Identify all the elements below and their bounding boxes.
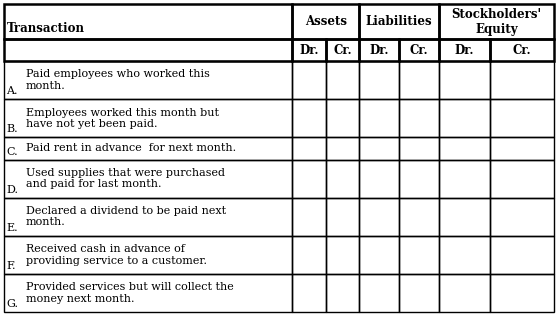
Bar	[399, 274, 439, 312]
Bar	[399, 198, 439, 236]
Bar	[4, 61, 292, 99]
Bar	[359, 236, 399, 274]
Bar	[4, 137, 292, 160]
Bar	[490, 99, 554, 137]
Text: C.: C.	[6, 147, 18, 156]
Text: Dr.: Dr.	[369, 44, 389, 57]
Text: Received cash in advance of
providing service to a customer.: Received cash in advance of providing se…	[26, 244, 207, 266]
Text: E.: E.	[6, 223, 18, 233]
Text: Assets: Assets	[305, 15, 347, 28]
Text: Declared a dividend to be paid next
month.: Declared a dividend to be paid next mont…	[26, 206, 226, 228]
Bar	[359, 4, 439, 39]
Bar	[439, 39, 490, 61]
Bar	[399, 236, 439, 274]
Text: D.: D.	[6, 185, 18, 195]
Bar	[292, 160, 326, 198]
Text: Cr.: Cr.	[333, 44, 352, 57]
Bar	[326, 236, 359, 274]
Bar	[399, 99, 439, 137]
Bar	[359, 160, 399, 198]
Bar	[292, 198, 326, 236]
Bar	[399, 137, 439, 160]
Bar	[292, 137, 326, 160]
Bar	[359, 274, 399, 312]
Bar	[4, 198, 292, 236]
Bar	[439, 198, 490, 236]
Bar	[326, 160, 359, 198]
Bar	[292, 274, 326, 312]
Bar	[4, 4, 292, 39]
Bar	[490, 61, 554, 99]
Bar	[4, 236, 292, 274]
Text: Cr.: Cr.	[513, 44, 532, 57]
Bar	[326, 61, 359, 99]
Bar	[326, 39, 359, 61]
Bar	[490, 160, 554, 198]
Bar	[292, 99, 326, 137]
Text: A.: A.	[6, 86, 17, 96]
Bar	[292, 39, 326, 61]
Bar	[292, 61, 326, 99]
Bar	[326, 198, 359, 236]
Bar	[292, 236, 326, 274]
Bar	[359, 39, 399, 61]
Bar	[439, 160, 490, 198]
Bar	[399, 39, 439, 61]
Text: Stockholders'
Equity: Stockholders' Equity	[451, 8, 541, 36]
Bar	[326, 274, 359, 312]
Bar	[439, 4, 554, 39]
Bar	[399, 160, 439, 198]
Bar	[439, 137, 490, 160]
Bar	[4, 39, 292, 61]
Text: Paid employees who worked this
month.: Paid employees who worked this month.	[26, 70, 210, 91]
Bar	[326, 99, 359, 137]
Text: Liabilities: Liabilities	[366, 15, 432, 28]
Bar	[490, 137, 554, 160]
Bar	[399, 61, 439, 99]
Bar	[439, 99, 490, 137]
Bar	[359, 99, 399, 137]
Text: F.: F.	[6, 261, 16, 271]
Text: B.: B.	[6, 125, 18, 134]
Text: Paid rent in advance  for next month.: Paid rent in advance for next month.	[26, 143, 236, 154]
Bar	[439, 61, 490, 99]
Bar	[490, 236, 554, 274]
Bar	[4, 99, 292, 137]
Bar	[359, 198, 399, 236]
Text: Provided services but will collect the
money next month.: Provided services but will collect the m…	[26, 282, 234, 304]
Bar	[490, 274, 554, 312]
Bar	[359, 61, 399, 99]
Bar	[359, 137, 399, 160]
Bar	[490, 198, 554, 236]
Text: Dr.: Dr.	[299, 44, 319, 57]
Bar	[326, 137, 359, 160]
Bar	[439, 236, 490, 274]
Bar	[439, 274, 490, 312]
Bar	[4, 274, 292, 312]
Text: Dr.: Dr.	[455, 44, 474, 57]
Text: Transaction: Transaction	[7, 22, 85, 35]
Text: Used supplies that were purchased
and paid for last month.: Used supplies that were purchased and pa…	[26, 168, 225, 189]
Bar	[490, 39, 554, 61]
Text: G.: G.	[6, 299, 18, 309]
Text: Cr.: Cr.	[410, 44, 429, 57]
Bar	[292, 4, 359, 39]
Bar	[4, 160, 292, 198]
Text: Employees worked this month but
have not yet been paid.: Employees worked this month but have not…	[26, 107, 219, 129]
